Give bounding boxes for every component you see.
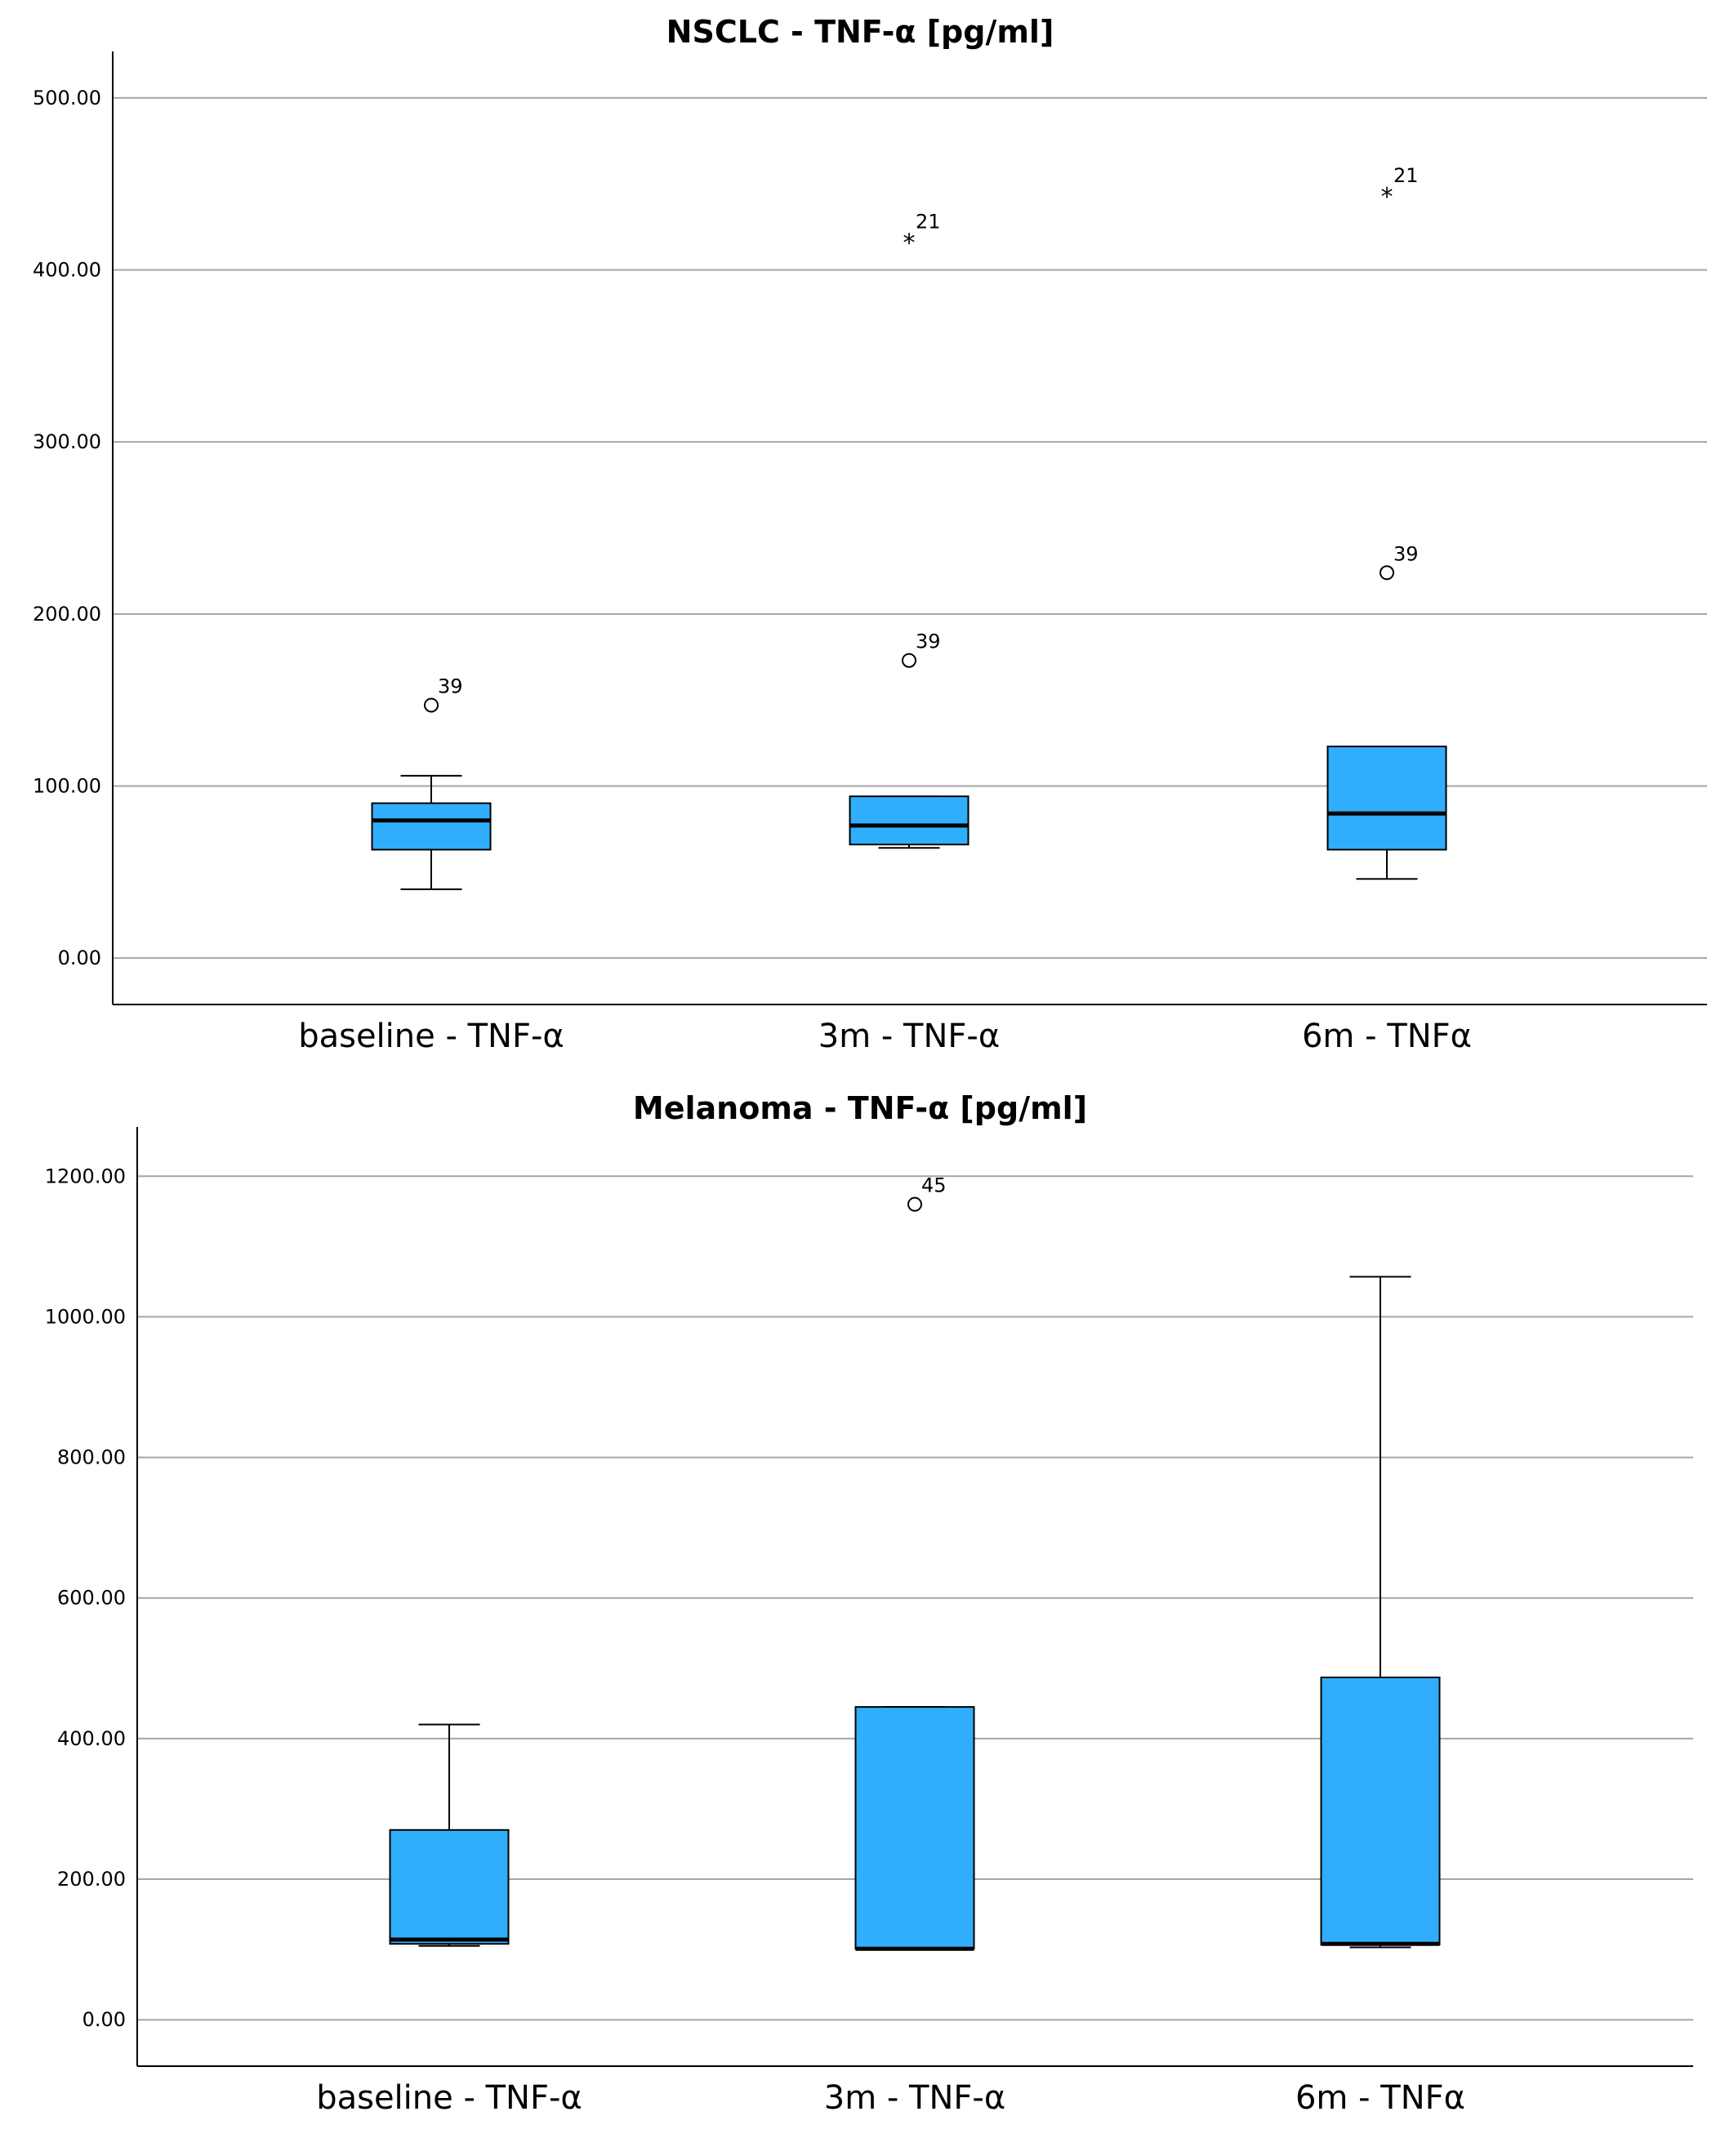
melanoma-iqr-box	[389, 1829, 510, 1945]
melanoma-outlier-label: 45	[921, 1174, 947, 1197]
nsclc-gridlines	[113, 96, 1707, 960]
nsclc-outlier-label: 39	[1393, 542, 1419, 565]
melanoma-x-tick-label-3m: 3m - TNF-α	[824, 2079, 1005, 2117]
melanoma-boxes	[389, 1276, 1441, 1951]
melanoma-y-tick-label: 1000.00	[45, 1305, 126, 1328]
nsclc-x-tick-label-baseline: baseline - TNF-α	[298, 1018, 564, 1055]
nsclc-iqr-box	[849, 795, 970, 846]
nsclc-outlier-label: 39	[438, 675, 463, 697]
melanoma-outlier-marker	[907, 1196, 922, 1212]
nsclc-outlier-label: 21	[916, 211, 941, 234]
nsclc-y-tick-label: 400.00	[33, 259, 101, 282]
nsclc-box-group-2	[849, 795, 970, 849]
nsclc-outlier-marker	[424, 697, 439, 713]
nsclc-x-tick-labels: baseline - TNF-α 3m - TNF-α 6m - TNFα	[298, 1018, 1472, 1055]
nsclc-iqr-box	[371, 802, 492, 851]
nsclc-x-tick-label-3m: 3m - TNF-α	[818, 1018, 1000, 1055]
nsclc-y-tick-labels: 0.00 100.00 200.00 300.00 400.00 500.00	[33, 87, 101, 969]
melanoma-box-group-2	[854, 1706, 975, 1951]
melanoma-y-tick-label: 0.00	[82, 2008, 126, 2031]
nsclc-y-tick-label: 100.00	[33, 774, 101, 797]
melanoma-x-tick-label-6m: 6m - TNFα	[1295, 2079, 1465, 2117]
melanoma-y-tick-label: 200.00	[57, 1868, 126, 1891]
melanoma-y-tick-label: 800.00	[57, 1446, 126, 1469]
melanoma-x-tick-labels: baseline - TNF-α 3m - TNF-α 6m - TNFα	[316, 2079, 1465, 2117]
melanoma-y-tick-label: 1200.00	[45, 1165, 126, 1187]
nsclc-y-tick-label: 0.00	[58, 947, 101, 969]
melanoma-y-tick-label: 400.00	[57, 1727, 126, 1750]
melanoma-y-tick-labels: 0.00 200.00 400.00 600.00 800.00 1000.00 1200.…	[45, 1165, 126, 2031]
melanoma-chart-title: Melanoma - TNF-α [pg/ml]	[633, 1090, 1087, 1126]
nsclc-y-tick-label: 500.00	[33, 87, 101, 109]
nsclc-box-group-1	[371, 774, 492, 890]
melanoma-chart: 45 0.00 200.00 400.00 600.00 800.00 1000.00 12…	[45, 1090, 1693, 2117]
melanoma-box-group-3	[1320, 1276, 1441, 1949]
nsclc-boxes	[371, 746, 1447, 890]
nsclc-plot-background	[113, 51, 1707, 1004]
nsclc-extreme-outlier-marker: *	[1381, 183, 1393, 212]
nsclc-outlier-marker	[902, 653, 916, 668]
nsclc-extreme-outlier-marker: *	[903, 229, 916, 258]
nsclc-box-group-3	[1326, 746, 1447, 880]
nsclc-outlier-label: 39	[916, 630, 941, 653]
melanoma-iqr-box	[854, 1706, 975, 1950]
melanoma-iqr-box	[1320, 1676, 1441, 1946]
melanoma-x-tick-label-baseline: baseline - TNF-α	[316, 2079, 582, 2117]
melanoma-outliers: 45	[907, 1174, 947, 1212]
nsclc-x-tick-label-6m: 6m - TNFα	[1302, 1018, 1472, 1055]
nsclc-chart-title: NSCLC - TNF-α [pg/ml]	[666, 14, 1054, 50]
nsclc-y-tick-label: 200.00	[33, 603, 101, 626]
melanoma-box-group-1	[389, 1723, 510, 1947]
nsclc-outlier-marker	[1380, 565, 1394, 581]
nsclc-iqr-box	[1326, 746, 1447, 851]
nsclc-y-tick-label: 300.00	[33, 430, 101, 453]
nsclc-outlier-label: 21	[1393, 164, 1419, 187]
melanoma-y-tick-label: 600.00	[57, 1587, 126, 1610]
